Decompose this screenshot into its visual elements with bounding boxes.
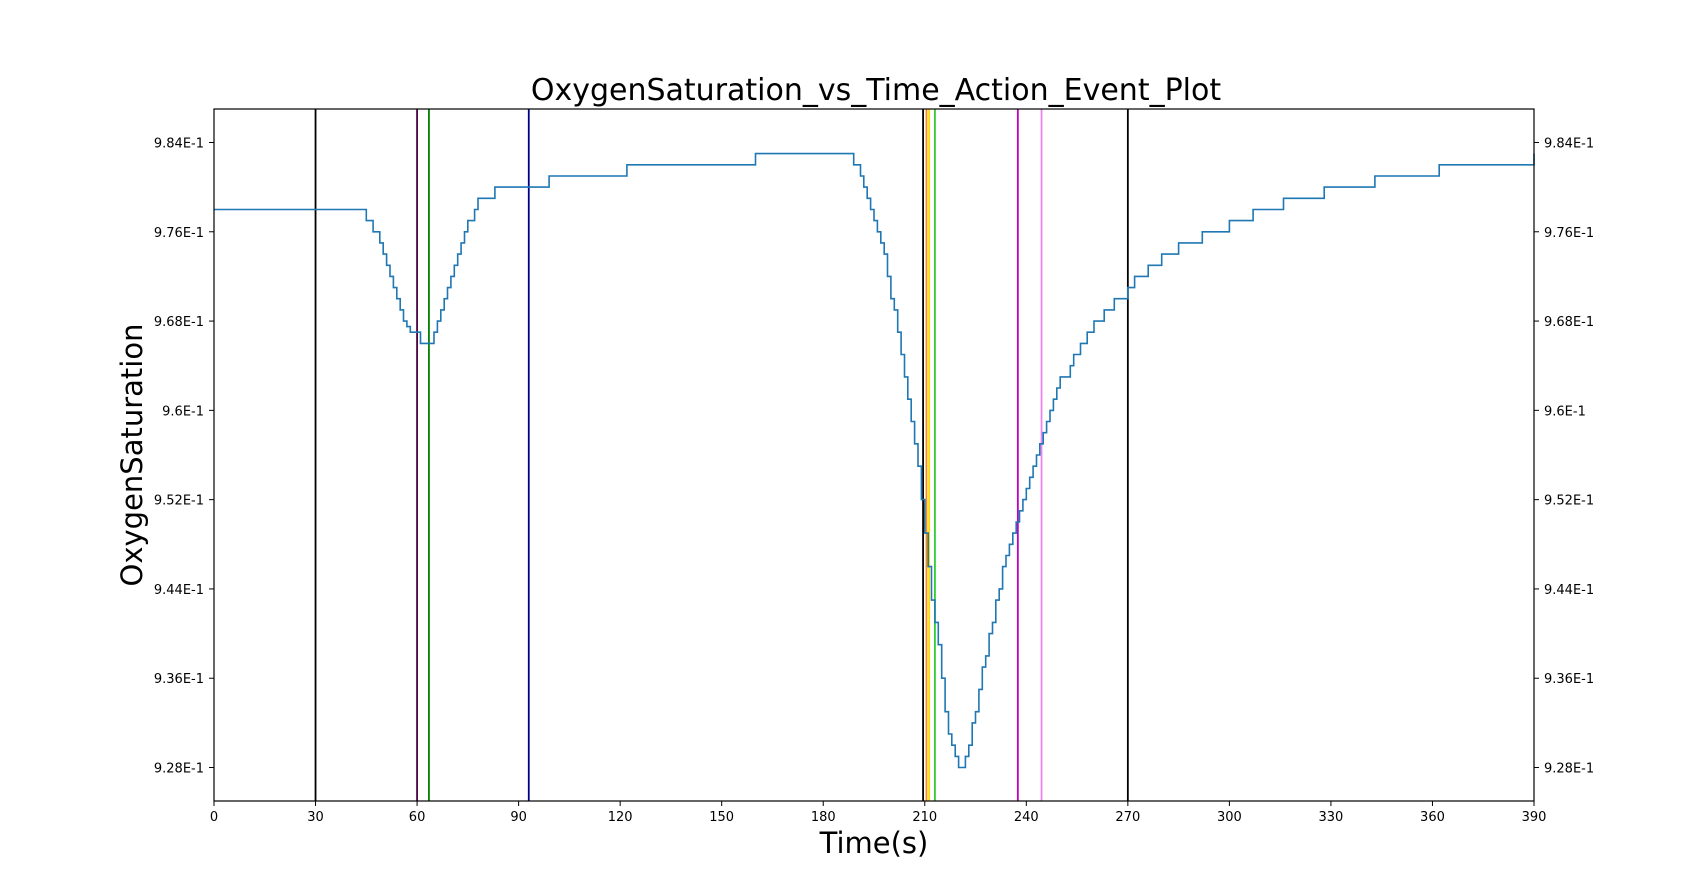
y-tick-label-left-4: 9.6E-1 [162, 404, 204, 419]
y-tick-label-right-7: 9.84E-1 [1544, 136, 1594, 151]
plot-frame [213, 108, 1535, 802]
x-tick-label-6: 180 [811, 810, 836, 825]
x-tick-label-11: 330 [1319, 810, 1344, 825]
x-tick-label-13: 390 [1522, 810, 1547, 825]
x-tick-label-2: 60 [409, 810, 426, 825]
y-axis-right: 9.28E-1 9.36E-1 9.44E-1 9.52E-1 9.6E-1 9.68E-… [1534, 136, 1594, 777]
series-line-0 [214, 152, 1535, 769]
x-tick-label-7: 210 [912, 810, 937, 825]
x-tick-label-10: 300 [1217, 810, 1242, 825]
data-series [214, 152, 1535, 769]
y-tick-label-right-2: 9.44E-1 [1544, 583, 1594, 598]
y-axis-label: OxygenSaturation [115, 324, 149, 587]
y-tick-label-right-4: 9.6E-1 [1544, 404, 1586, 419]
y-tick-label-left-5: 9.68E-1 [154, 315, 204, 330]
y-tick-label-left-2: 9.44E-1 [154, 583, 204, 598]
x-tick-label-5: 150 [709, 810, 734, 825]
x-tick-label-3: 90 [510, 810, 527, 825]
y-tick-label-left-1: 9.36E-1 [154, 672, 204, 687]
x-axis-label: Time(s) [819, 826, 929, 860]
event-lines [314, 109, 1129, 801]
y-axis-left: 9.28E-1 9.36E-1 9.44E-1 9.52E-1 9.6E-1 9.68E-… [154, 136, 214, 777]
y-tick-label-right-5: 9.68E-1 [1544, 315, 1594, 330]
y-tick-label-left-0: 9.28E-1 [154, 762, 204, 777]
y-tick-label-right-0: 9.28E-1 [1544, 762, 1594, 777]
y-tick-label-left-6: 9.76E-1 [154, 226, 204, 241]
y-tick-label-left-7: 9.84E-1 [154, 136, 204, 151]
chart-title: OxygenSaturation_vs_Time_Action_Event_Pl… [531, 73, 1222, 108]
x-tick-label-4: 120 [608, 810, 633, 825]
x-tick-label-1: 30 [307, 810, 324, 825]
y-tick-label-left-3: 9.52E-1 [154, 494, 204, 509]
x-tick-label-8: 240 [1014, 810, 1039, 825]
x-tick-label-12: 360 [1420, 810, 1445, 825]
x-axis: 0 30 60 90 120 150 180 210 240 270 300 330 360 390 [210, 801, 1547, 825]
y-tick-label-right-6: 9.76E-1 [1544, 226, 1594, 241]
x-tick-label-9: 270 [1115, 810, 1140, 825]
y-tick-label-right-1: 9.36E-1 [1544, 672, 1594, 687]
y-tick-label-right-3: 9.52E-1 [1544, 494, 1594, 509]
x-tick-label-0: 0 [210, 810, 218, 825]
